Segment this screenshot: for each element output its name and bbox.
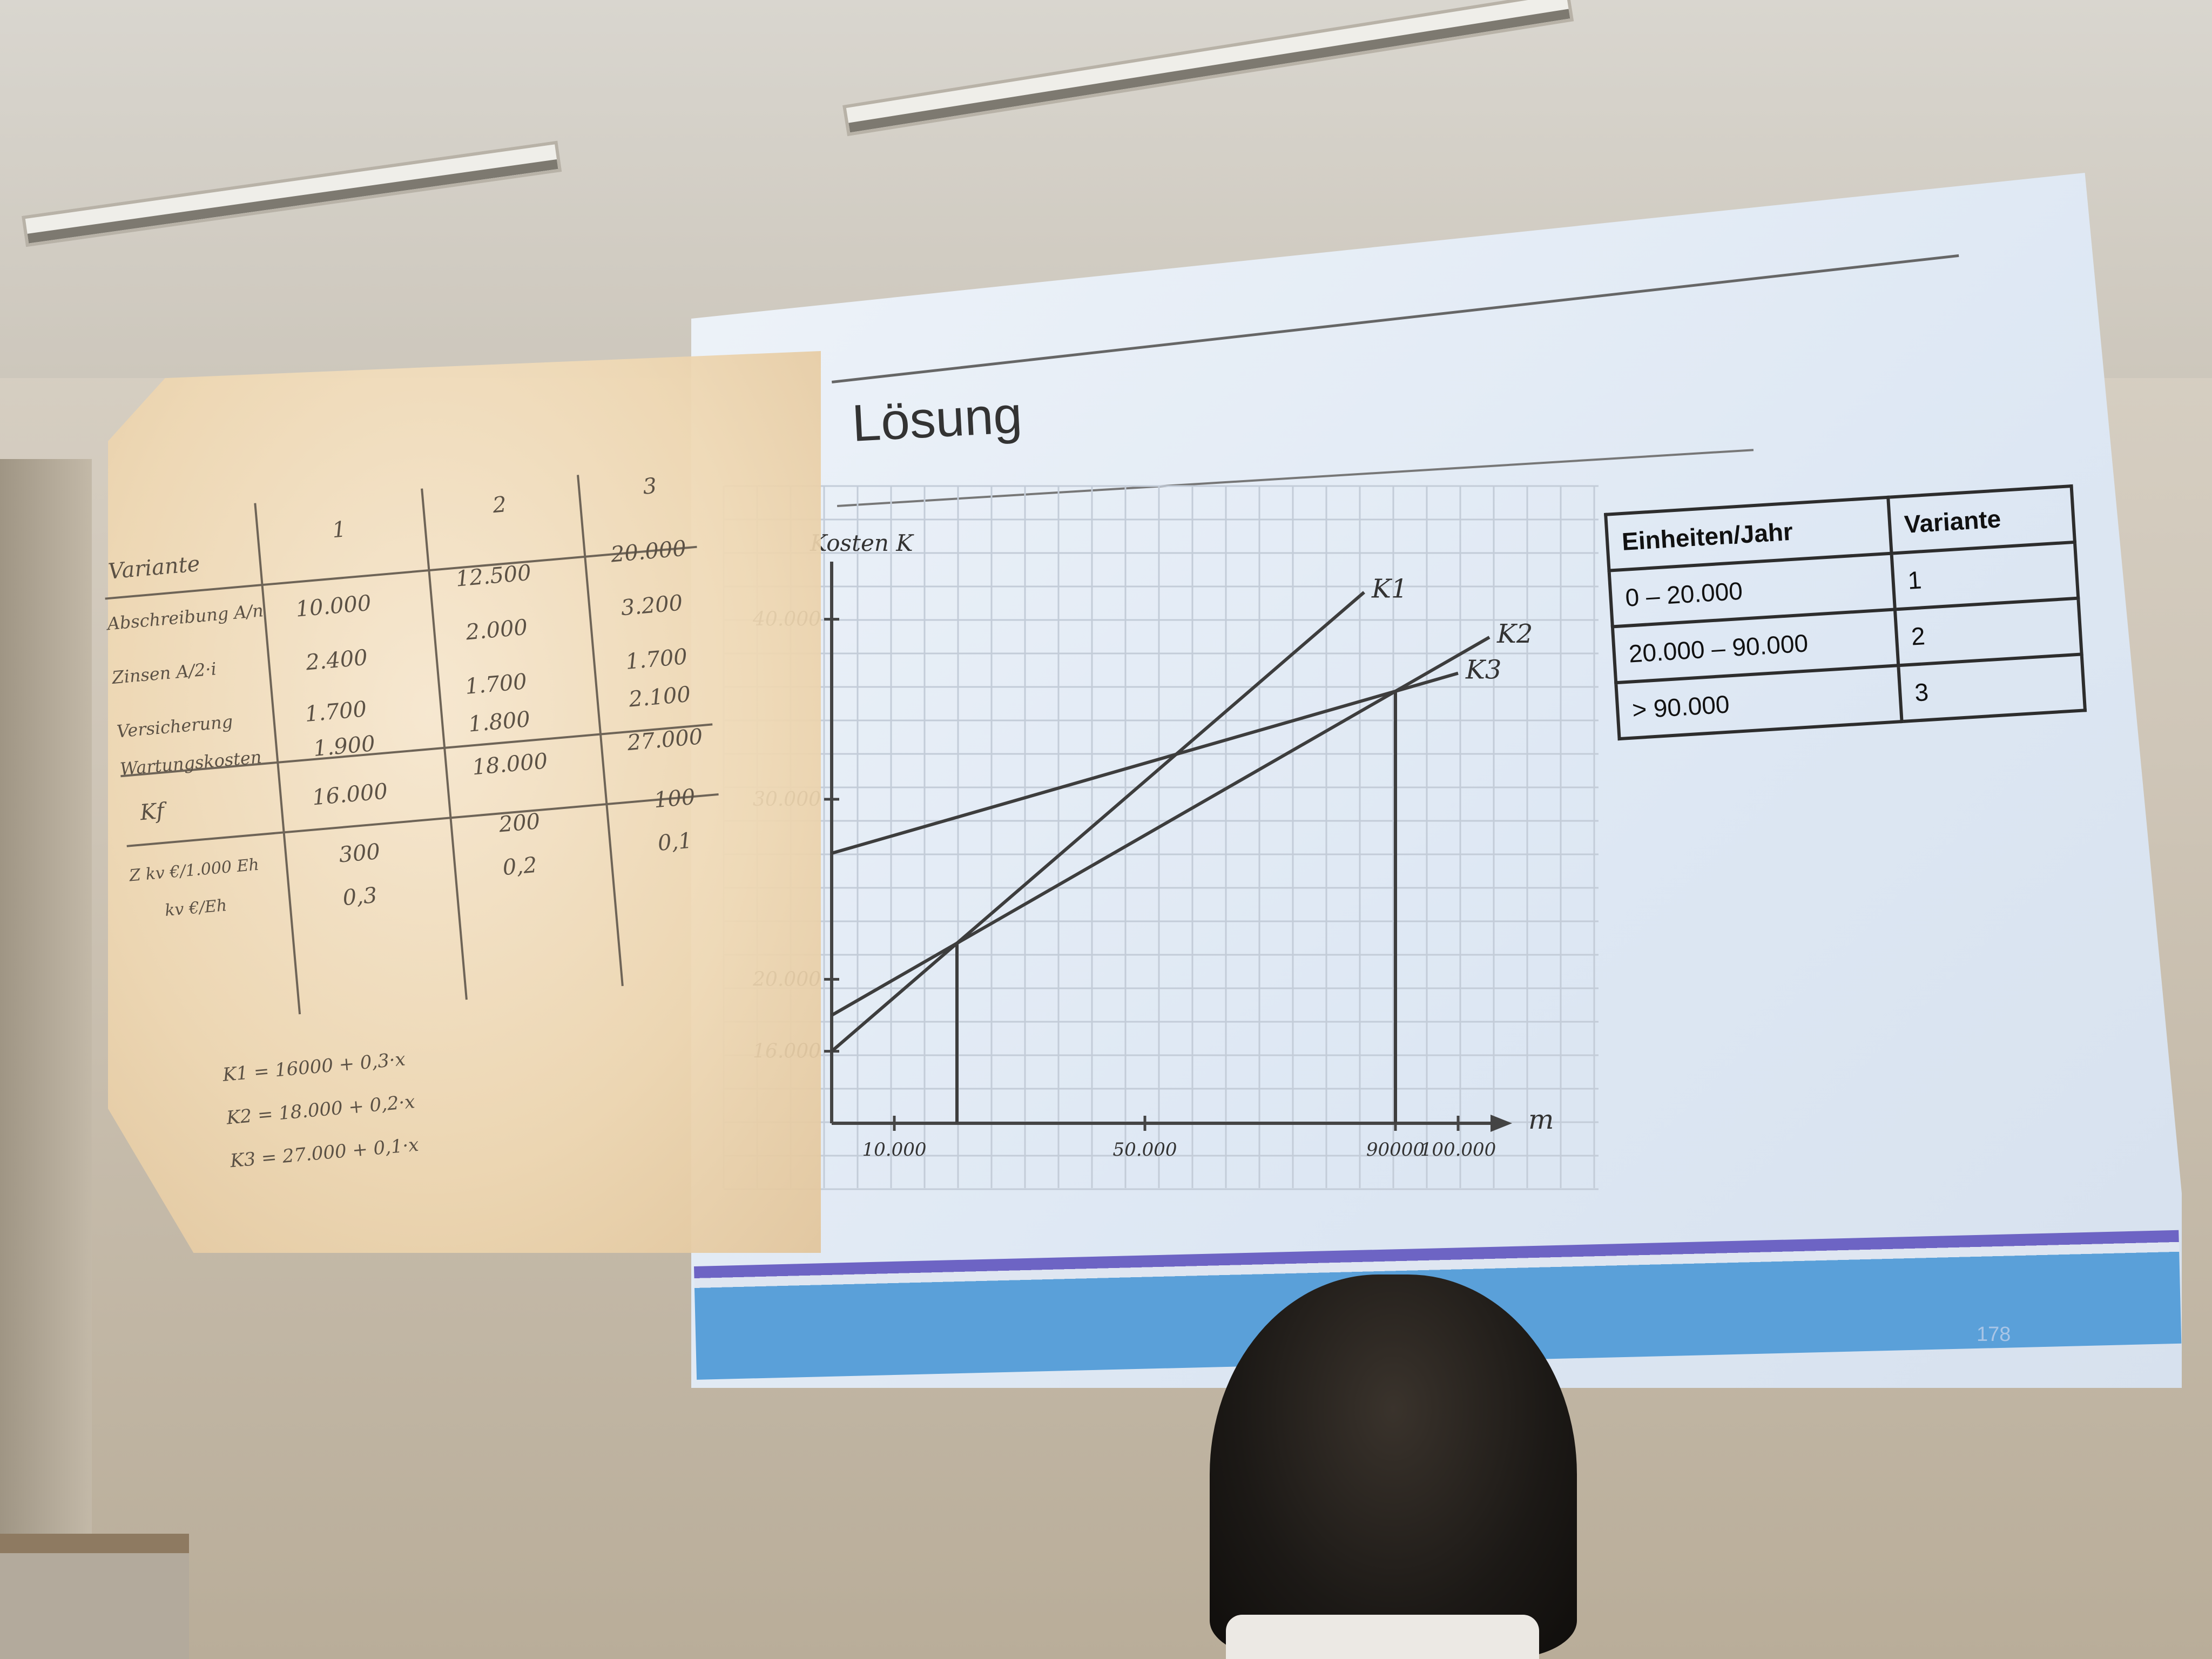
overhead-cell: 18.000 [471, 748, 549, 780]
overhead-header-1: 1 [331, 517, 347, 543]
overhead-cell: 1.800 [467, 706, 531, 737]
results-variant: 2 [1894, 598, 2082, 666]
x-axis-label: m [1528, 1104, 1554, 1135]
x-tick-label: 90000 [1366, 1139, 1425, 1161]
overhead-cell: 12.500 [455, 560, 532, 592]
series-line-k3 [831, 671, 1459, 855]
overhead-cell: 1.700 [304, 697, 368, 727]
overhead-cell: 16.000 [311, 779, 389, 811]
series-line-k1 [831, 591, 1365, 1053]
series-label-k1: K1 [1371, 574, 1407, 604]
overhead-header-variant: Variante [107, 551, 201, 584]
overhead-row-label: Versicherung [116, 711, 234, 742]
overhead-table: Variante 1 2 3 Abschreibung A/n 10.000 1… [70, 322, 859, 1283]
overhead-cell: 100 [653, 784, 697, 813]
overhead-cell: 0,3 [341, 882, 379, 911]
slide-page-number: 178 [1977, 1323, 2011, 1346]
x-tick-label: 50.000 [1113, 1139, 1177, 1161]
overhead-formula: K2 = 18.000 + 0,2·x [225, 1091, 416, 1129]
series-label-k3: K3 [1465, 655, 1501, 685]
overhead-cell: 0,2 [501, 852, 538, 881]
overhead-formula: K3 = 27.000 + 0,1·x [229, 1134, 420, 1172]
projected-slide [691, 173, 2182, 1388]
results-variant: 3 [1898, 654, 2085, 722]
overhead-cell: 1.700 [464, 669, 528, 699]
overhead-cell: 27.000 [626, 724, 704, 756]
desk [0, 1534, 189, 1659]
y-axis-label: Kosten K [810, 530, 914, 556]
series-line-k2 [831, 636, 1491, 1017]
overhead-cell: 300 [338, 839, 381, 868]
overhead-transparency [108, 351, 821, 1253]
overhead-cell: 3.200 [619, 590, 684, 621]
overhead-kf-label: Kf [139, 798, 166, 826]
overhead-rule [126, 793, 719, 847]
person-collar [1226, 1615, 1539, 1659]
series-label-k2: K2 [1496, 619, 1533, 649]
overhead-header-2: 2 [491, 492, 508, 518]
x-axis-arrow [1491, 1115, 1512, 1132]
overhead-cell: 1.700 [624, 644, 689, 675]
overhead-header-3: 3 [642, 473, 658, 500]
overhead-formula: K1 = 16000 + 0,3·x [221, 1048, 407, 1086]
overhead-rule [421, 488, 468, 1000]
results-header-variant: Variante [1888, 486, 2075, 554]
overhead-cell: 200 [497, 809, 542, 838]
x-tick-label: 10.000 [862, 1139, 927, 1161]
overhead-cell: 20.000 [610, 536, 687, 568]
overhead-cell: 1.900 [312, 731, 376, 761]
overhead-cell: 0,1 [657, 828, 693, 856]
overhead-row-label: Abschreibung A/n [106, 600, 265, 635]
overhead-kv-label: Z kv €/1.000 Eh [129, 855, 260, 886]
person-head [1210, 1274, 1577, 1659]
results-variant: 1 [1891, 542, 2079, 610]
overhead-cell: 2.100 [628, 682, 692, 712]
overhead-kv-label2: kv €/Eh [164, 896, 228, 921]
overhead-row-label: Wartungskosten [119, 746, 262, 780]
overhead-cell: 2.400 [305, 645, 369, 676]
results-table: Einheiten/Jahr Variante 0 – 20.000 1 20.… [1604, 484, 2087, 740]
wall-corner [0, 459, 92, 1659]
x-tick-label: 100.000 [1420, 1139, 1496, 1161]
overhead-cell: 2.000 [464, 615, 529, 645]
overhead-row-label: Zinsen A/2·i [111, 658, 218, 688]
overhead-cell: 10.000 [294, 590, 373, 622]
